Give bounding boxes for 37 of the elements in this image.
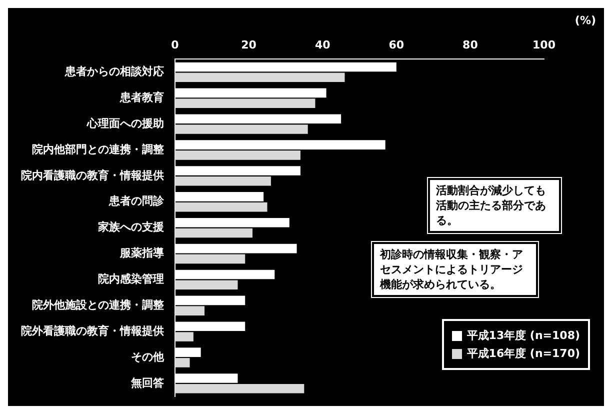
y-tick-label: 院内他部門との連携・調整 [32, 142, 165, 156]
bar [175, 280, 238, 290]
y-tick-label: 患者の問診 [108, 194, 165, 208]
bar [175, 228, 252, 238]
y-tick-label: 院内感染管理 [98, 272, 164, 286]
annotation: 初診時の情報収集・観察・アセスメントによるトリアージ機能が求められている。 [372, 242, 538, 297]
bar [175, 306, 205, 316]
x-tick-label: 80 [462, 38, 478, 52]
x-tick-label: 20 [241, 38, 257, 52]
bar [175, 254, 246, 264]
y-tick-label: 心理面への援助 [86, 116, 164, 130]
bar [175, 98, 316, 108]
bar [175, 176, 271, 186]
y-tick-label: その他 [131, 350, 165, 364]
y-tick-label: 院外看護職の教育・情報提供 [21, 324, 164, 338]
bar [175, 384, 304, 394]
x-tick-label: 40 [314, 38, 331, 52]
bar [175, 332, 194, 342]
x-tick-label: 0 [171, 38, 180, 52]
x-tick-label: 60 [388, 38, 404, 52]
x-axis-title: (%) [574, 14, 596, 27]
y-tick-label: 服薬指導 [119, 246, 165, 260]
y-tick-label: 院外他施設との連携・調整 [32, 298, 165, 312]
bar [175, 72, 345, 82]
legend-label: 平成13年度 (n=108) [466, 328, 580, 343]
bar [175, 202, 268, 212]
legend-label: 平成16年度 (n=170) [466, 346, 580, 361]
y-tick-label: 無回答 [130, 376, 165, 390]
bar [175, 358, 190, 368]
bar [175, 124, 308, 134]
bar [175, 150, 300, 160]
y-tick-label: 患者教育 [119, 90, 164, 104]
x-tick-label: 100 [532, 38, 556, 52]
y-tick-label: 院内看護職の教育・情報提供 [21, 168, 164, 182]
y-tick-label: 患者からの相談対応 [64, 65, 165, 78]
annotation: 活動割合が減少しても活動の主たる部分である。 [428, 178, 561, 233]
y-tick-label: 家族への支援 [97, 220, 164, 234]
